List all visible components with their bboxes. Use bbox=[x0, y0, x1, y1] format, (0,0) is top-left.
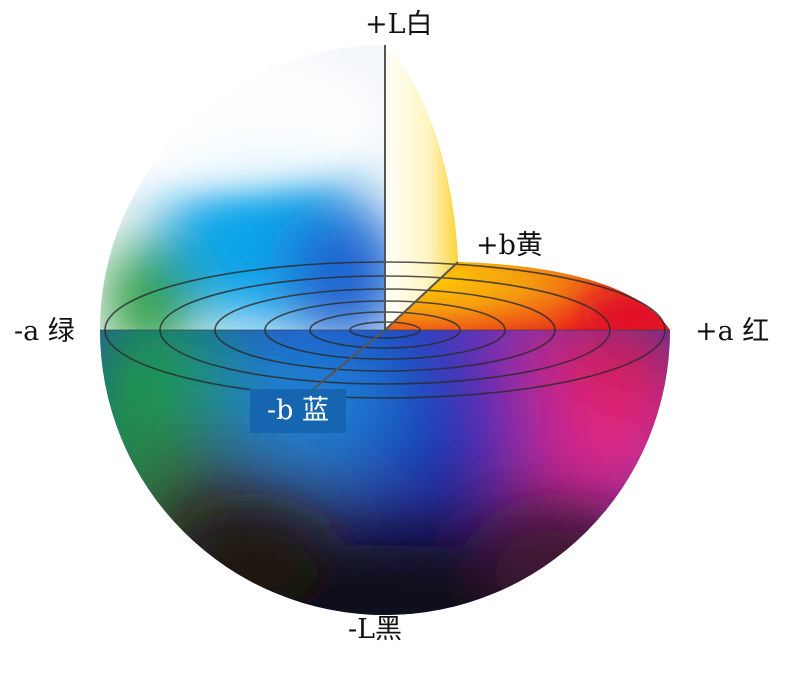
minus-a-green-label: -a 绿 bbox=[14, 316, 75, 347]
minus-l-black-label: -L黑 bbox=[348, 614, 403, 645]
axes bbox=[100, 45, 670, 401]
plus-a-red-label: +a 红 bbox=[695, 316, 770, 347]
minus-b-blue-label: -b 蓝 bbox=[250, 389, 346, 433]
minus-b-axis-line bbox=[299, 329, 386, 401]
lower-hemisphere bbox=[100, 330, 670, 615]
b-axis-line bbox=[384, 261, 459, 331]
plus-b-yellow-label: +b黄 bbox=[476, 230, 543, 261]
plus-l-white-label: +L白 bbox=[365, 9, 433, 40]
upper-quadrant bbox=[100, 45, 385, 330]
